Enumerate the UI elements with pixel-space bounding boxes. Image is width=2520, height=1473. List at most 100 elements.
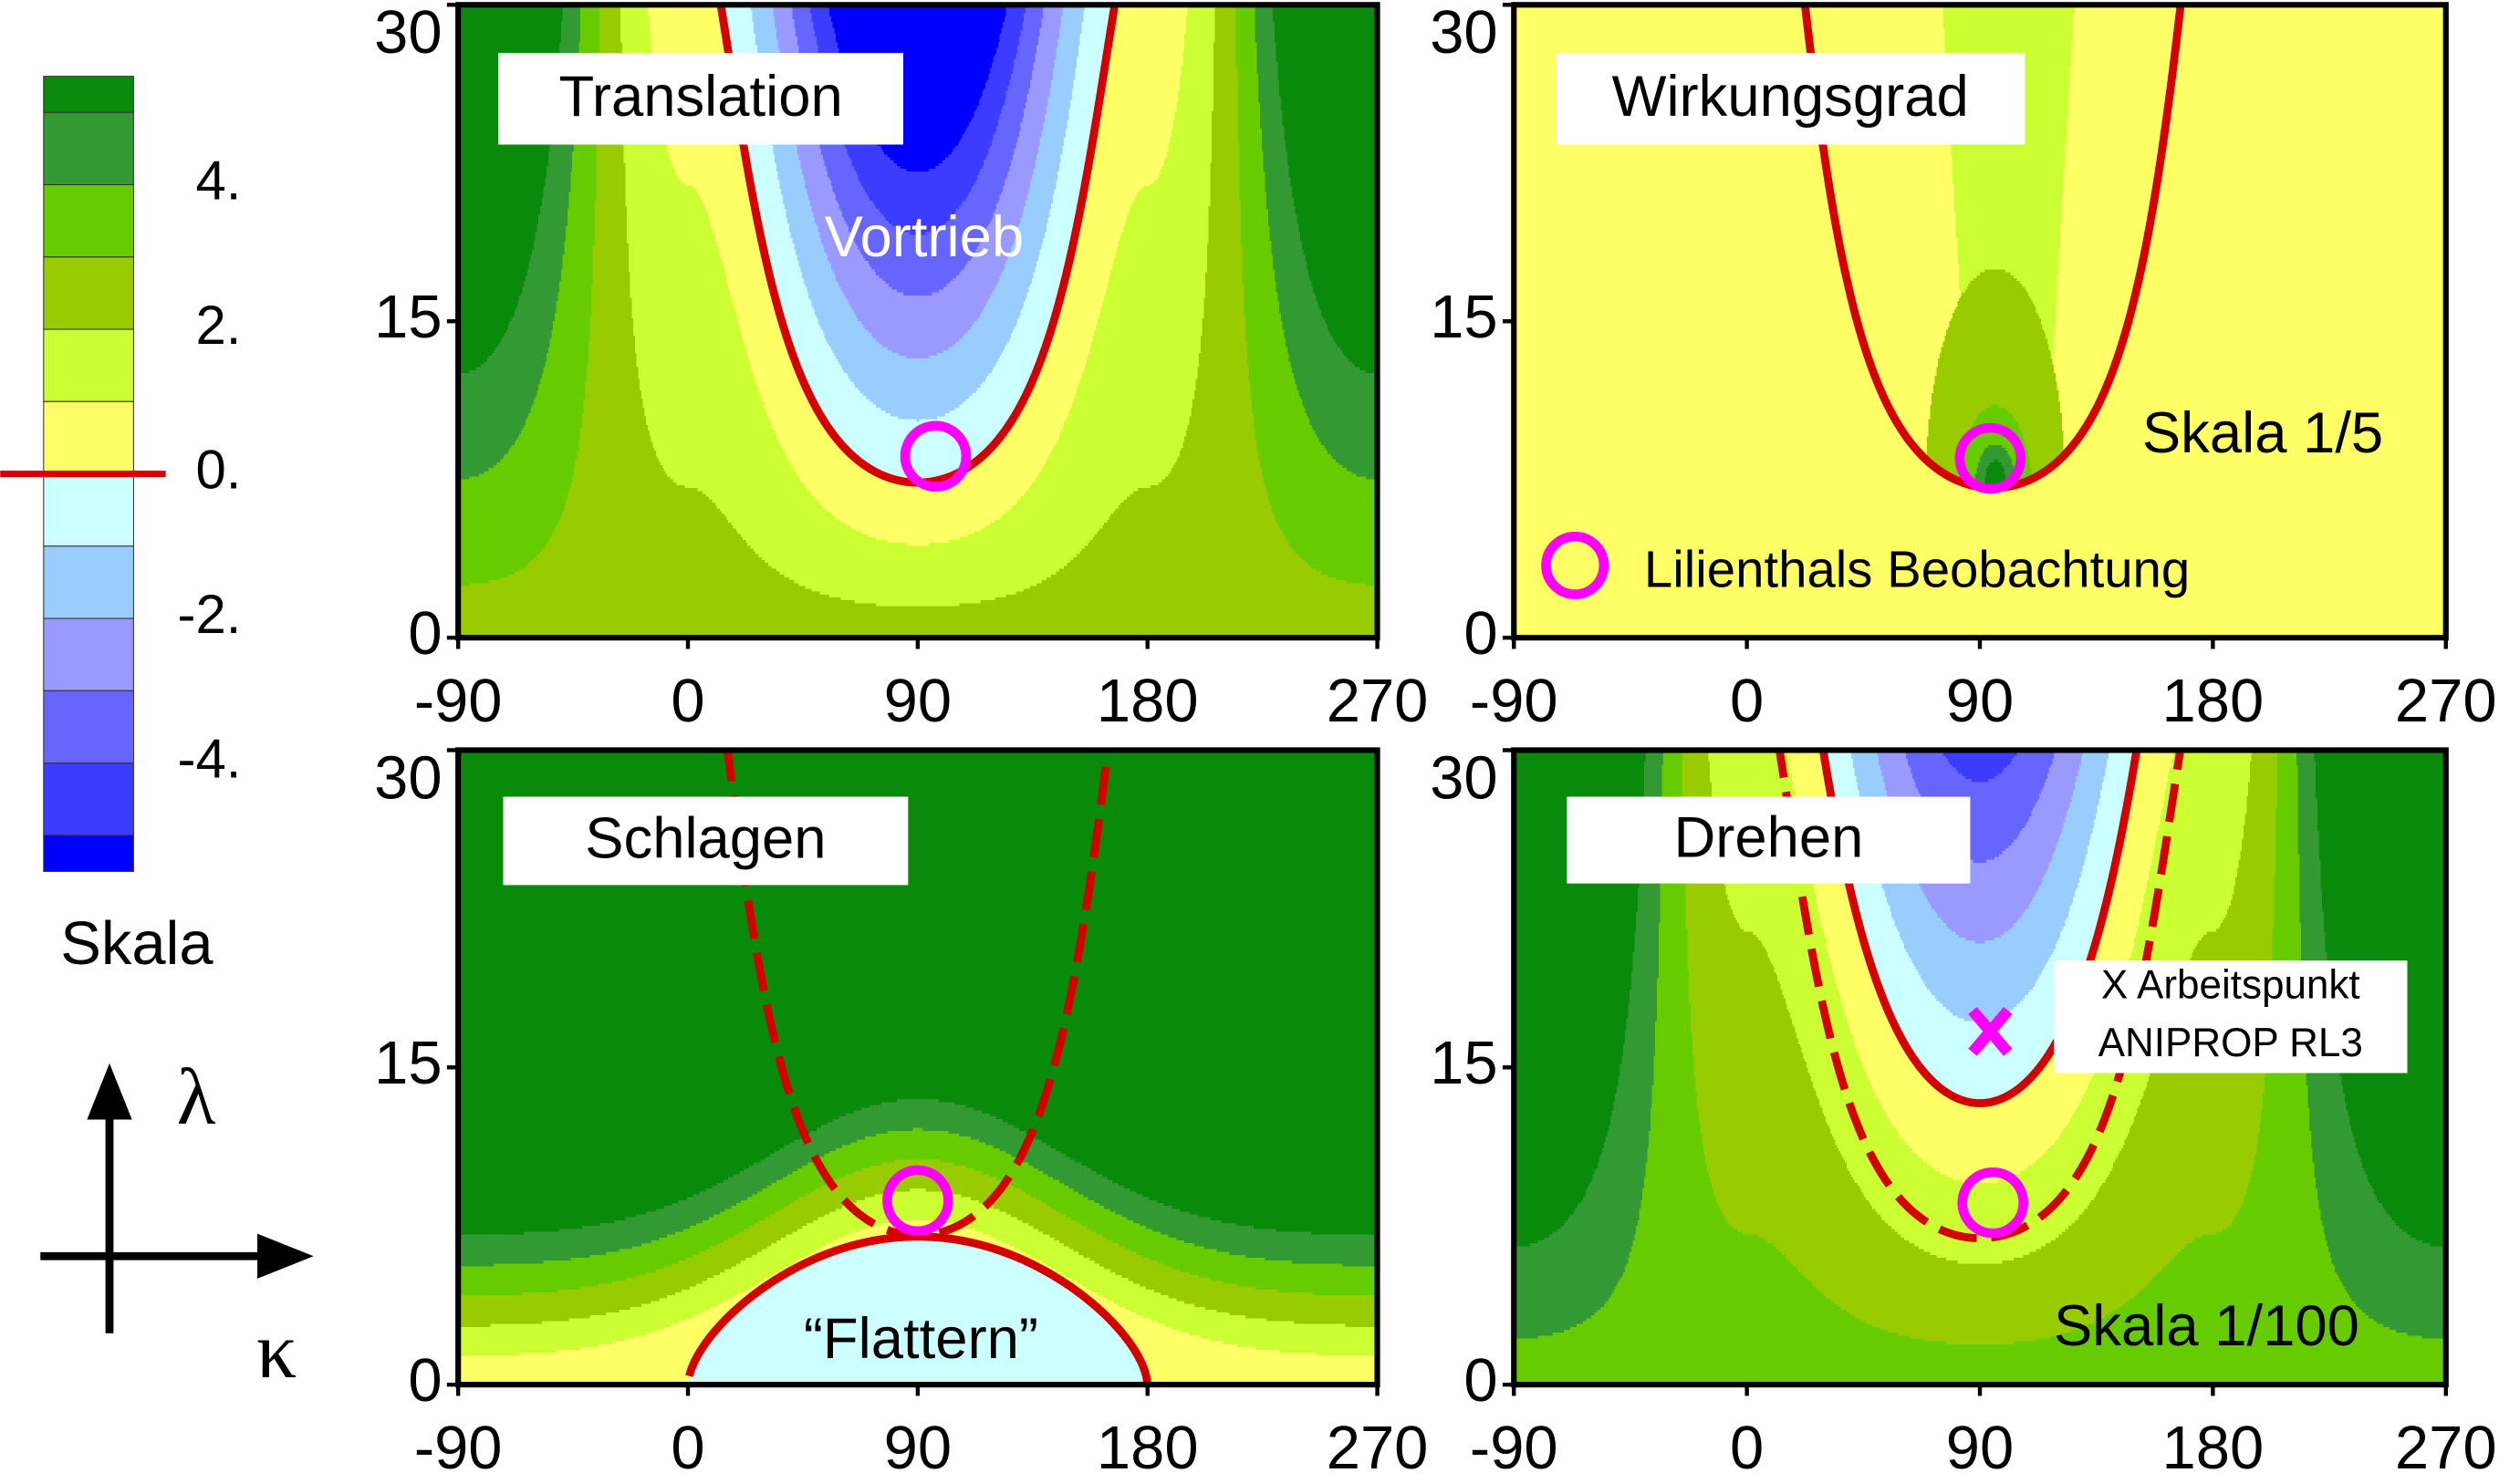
x-tick-label: 0 — [671, 1414, 704, 1473]
title-box — [503, 796, 909, 886]
annotation: X Arbeitspunkt — [2101, 963, 2360, 1008]
x-tick-label: 270 — [1327, 667, 1429, 735]
contour-band — [1786, 750, 2173, 1183]
contour-band — [773, 5, 1063, 359]
contour-band — [1959, 404, 2032, 486]
panel-title: Translation — [558, 65, 842, 129]
contour-band — [1926, 269, 2066, 482]
contour-band — [1514, 5, 2446, 638]
contour-band — [1708, 750, 2252, 1264]
colorbar-tick-label: -2. — [178, 584, 242, 645]
contour-band — [1851, 750, 2109, 1024]
colorbar-band — [43, 400, 134, 475]
annotation: “Flattern” — [804, 1307, 1038, 1371]
contour-band — [458, 5, 1378, 638]
panel-title: Drehen — [1673, 806, 1863, 870]
contour-band — [458, 1127, 1378, 1296]
colorbar-tick-label: 2. — [195, 295, 241, 356]
y-tick-label: 30 — [1430, 743, 1497, 812]
y-tick-label: 0 — [1463, 599, 1497, 668]
y-tick-label: 15 — [374, 283, 442, 351]
contour-band — [1682, 750, 2277, 1344]
y-tick-label: 30 — [1430, 0, 1497, 67]
contour-band — [722, 5, 1114, 482]
colorbar-tick-label: 4. — [195, 150, 241, 211]
panel-title: Schlagen — [585, 806, 826, 870]
contour-band — [620, 5, 1215, 607]
annotation: Vortrieb — [825, 205, 1024, 269]
x-tick-label: 0 — [1730, 667, 1764, 735]
x-tick-label: 0 — [1730, 1414, 1764, 1473]
contour-line — [685, 1232, 1152, 1385]
x-tick-label: 270 — [2395, 1414, 2497, 1473]
legend-label: Lilienthals Beobachtung — [1644, 541, 2190, 598]
annotation: Skala 1/100 — [2054, 1294, 2359, 1358]
x-tick-label: 270 — [2395, 667, 2497, 735]
contour-band — [809, 5, 1026, 235]
contour-band — [790, 5, 1046, 296]
x-tick-label: 180 — [2162, 1414, 2265, 1473]
annotation: ANIPROP RL3 — [2098, 1021, 2363, 1065]
contour-band — [458, 5, 1378, 586]
title-box — [1567, 796, 1971, 884]
contour-band — [1514, 750, 2446, 1339]
arrow-head — [257, 1233, 314, 1279]
y-tick-label: 0 — [408, 1346, 442, 1415]
colorbar-band — [43, 76, 134, 113]
contour-band — [458, 5, 1378, 374]
y-tick-label: 15 — [1430, 283, 1497, 351]
x-tick-label: -90 — [1470, 1414, 1558, 1473]
x-tick-label: 90 — [884, 667, 952, 735]
x-tick-label: 90 — [1946, 1414, 2014, 1473]
y-tick-label: 30 — [374, 0, 442, 67]
contour-band — [750, 5, 1086, 422]
colorbar-band — [43, 111, 134, 186]
contour-band — [458, 1099, 1378, 1267]
point-marker — [1957, 1167, 2028, 1239]
contour-band — [458, 1159, 1378, 1327]
colorbar-band — [43, 690, 134, 764]
colorbar-band — [43, 184, 134, 258]
contour-band — [1514, 750, 2446, 1385]
x-tick-label: 180 — [2162, 667, 2265, 735]
kappa-label: κ — [256, 1307, 297, 1395]
title-box — [1556, 53, 2025, 145]
annotation: Skala 1/5 — [2142, 401, 2383, 465]
x-tick-label: -90 — [1470, 667, 1558, 735]
x-tick-label: 270 — [1327, 1414, 1429, 1473]
arrow-head — [87, 1063, 132, 1120]
contour-band — [1941, 750, 2019, 783]
x-tick-label: 180 — [1097, 1414, 1199, 1473]
y-tick-label: 0 — [1463, 1346, 1497, 1415]
title-box — [498, 53, 904, 145]
panel-title: Wirkungsgrad — [1612, 65, 1969, 129]
contour-band — [688, 1237, 1148, 1385]
plot-area — [458, 750, 1378, 1385]
colorbar-band — [43, 328, 134, 402]
colorbar-band — [43, 256, 134, 330]
point-marker — [1968, 1007, 2013, 1056]
x-tick-label: -90 — [414, 1414, 503, 1473]
colorbar-band — [43, 545, 134, 619]
colorbar-label: Skala — [60, 909, 213, 978]
contour-band — [647, 5, 1188, 546]
contour-band — [458, 1188, 1378, 1356]
colorbar-band — [43, 835, 134, 872]
y-tick-label: 15 — [1430, 1029, 1497, 1097]
lambda-label: λ — [177, 1053, 216, 1142]
legend-marker — [1541, 531, 1609, 599]
colorbar-tick-label: -4. — [178, 728, 242, 789]
contour-line — [1818, 750, 2141, 1107]
colorbar-band — [43, 617, 134, 691]
colorbar-band — [43, 473, 134, 547]
contour-band — [1984, 459, 2006, 489]
contour-band — [1974, 444, 2015, 489]
plot-area — [458, 5, 1378, 638]
y-tick-label: 0 — [408, 599, 442, 668]
colorbar-band — [43, 762, 134, 836]
note-box — [2054, 960, 2408, 1074]
